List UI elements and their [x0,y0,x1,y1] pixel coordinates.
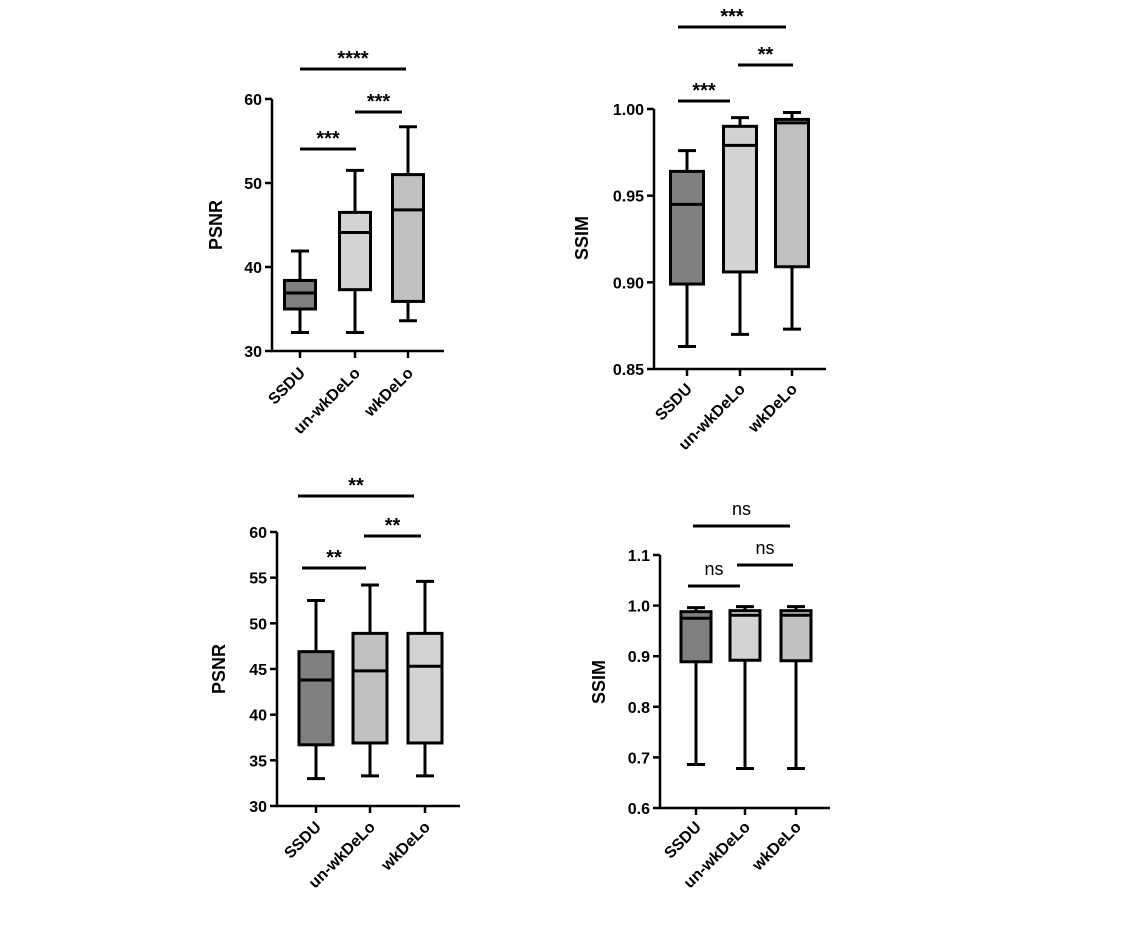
panel-2-significance-label: *** [692,80,716,102]
panel-2-category-label: wkDeLo [745,381,801,437]
panel-3-box [297,650,335,747]
panel-4-significance-label: ns [732,499,751,519]
panel-3-y-tick-label: 60 [249,525,267,542]
panel-3-box [351,631,389,745]
panel-2-significance-label: *** [720,6,744,28]
panel-4-category-label: SSDU [661,819,704,862]
panel-4-y-tick-label: 0.6 [628,801,650,818]
panel-1-y-tick-label: 40 [244,260,262,277]
panel-4-category-label: wkDeLo [749,819,805,875]
panel-2-y-tick-label: 0.90 [613,275,644,292]
panel-2-y-axis-label: SSIM [572,216,592,260]
panel-4-significance-label: ns [755,538,774,558]
panel-4-y-tick-label: 0.8 [628,700,650,717]
panel-1-category-label: SSDU [265,365,308,408]
panel-2-category-label: SSDU [652,381,695,424]
panel-1-significance-label: *** [316,128,340,150]
panel-4-box [779,609,813,663]
panel-4-y-tick-label: 0.7 [628,750,650,767]
panel-3-box [406,631,444,745]
panel-1-y-tick-label: 60 [244,92,262,109]
panel-4-y-tick-label: 1.0 [628,599,650,616]
panel-4-y-tick-label: 0.9 [628,649,650,666]
panel-4-box [728,609,762,662]
panel-1-box [391,173,425,303]
panel-4-y-axis-label: SSIM [589,660,609,704]
panel-3-y-tick-label: 35 [249,753,267,770]
panel-2-box [722,124,758,274]
panel-3-significance-label: ** [348,475,364,497]
panel-3-y-tick-label: 30 [249,799,267,816]
panel-1-y-axis-label: PSNR [206,200,226,250]
panel-2-y-tick-label: 0.85 [613,362,644,379]
panel-2-y-tick-label: 1.00 [613,102,644,119]
panel-2-significance-label: ** [758,44,774,66]
panel-4-significance-label: ns [704,559,723,579]
panel-3-y-tick-label: 55 [249,571,267,588]
panel-1-significance-label: **** [337,48,368,70]
panel-4-box [679,610,713,664]
panel-2-box [774,117,810,269]
panel-4-y-tick-label: 1.1 [628,548,650,565]
panel-1-significance-label: *** [367,91,391,113]
panel-3-significance-label: ** [385,515,401,537]
panel-1-y-tick-label: 30 [244,344,262,361]
panel-3-y-tick-label: 50 [249,616,267,633]
panel-2-y-tick-label: 0.95 [613,189,644,206]
panel-2-box [669,169,705,286]
panel-1-category-label: wkDeLo [361,365,417,421]
panel-3-category-label: wkDeLo [378,819,434,875]
panel-3-significance-label: ** [326,547,342,569]
panel-1-box [338,210,372,292]
panel-1-y-tick-label: 50 [244,176,262,193]
panel-3-category-label: SSDU [281,819,324,862]
panel-3-y-axis-label: PSNR [209,644,229,694]
panel-3-y-tick-label: 40 [249,708,267,725]
panel-1-box [283,278,317,311]
panel-3-y-tick-label: 45 [249,662,267,679]
